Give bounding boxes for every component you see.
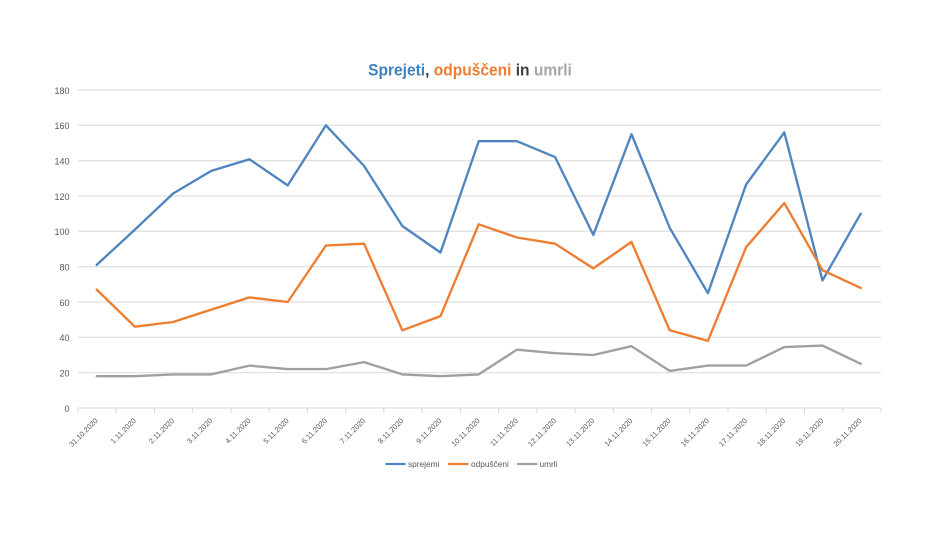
svg-text:120: 120 [54,192,69,202]
svg-text:100: 100 [54,227,69,237]
svg-text:60: 60 [59,298,69,308]
svg-text:160: 160 [54,121,69,131]
svg-text:odpuščeni: odpuščeni [471,459,509,469]
svg-text:20: 20 [59,369,69,379]
svg-text:0: 0 [64,404,69,414]
svg-text:80: 80 [59,263,69,273]
svg-text:40: 40 [59,333,69,343]
svg-text:Sprejeti, odpuščeni in umrli: Sprejeti, odpuščeni in umrli [368,61,572,80]
svg-text:140: 140 [54,157,69,167]
svg-text:sprejemi: sprejemi [408,459,440,469]
svg-text:umrli: umrli [540,459,558,469]
svg-text:180: 180 [54,86,69,96]
